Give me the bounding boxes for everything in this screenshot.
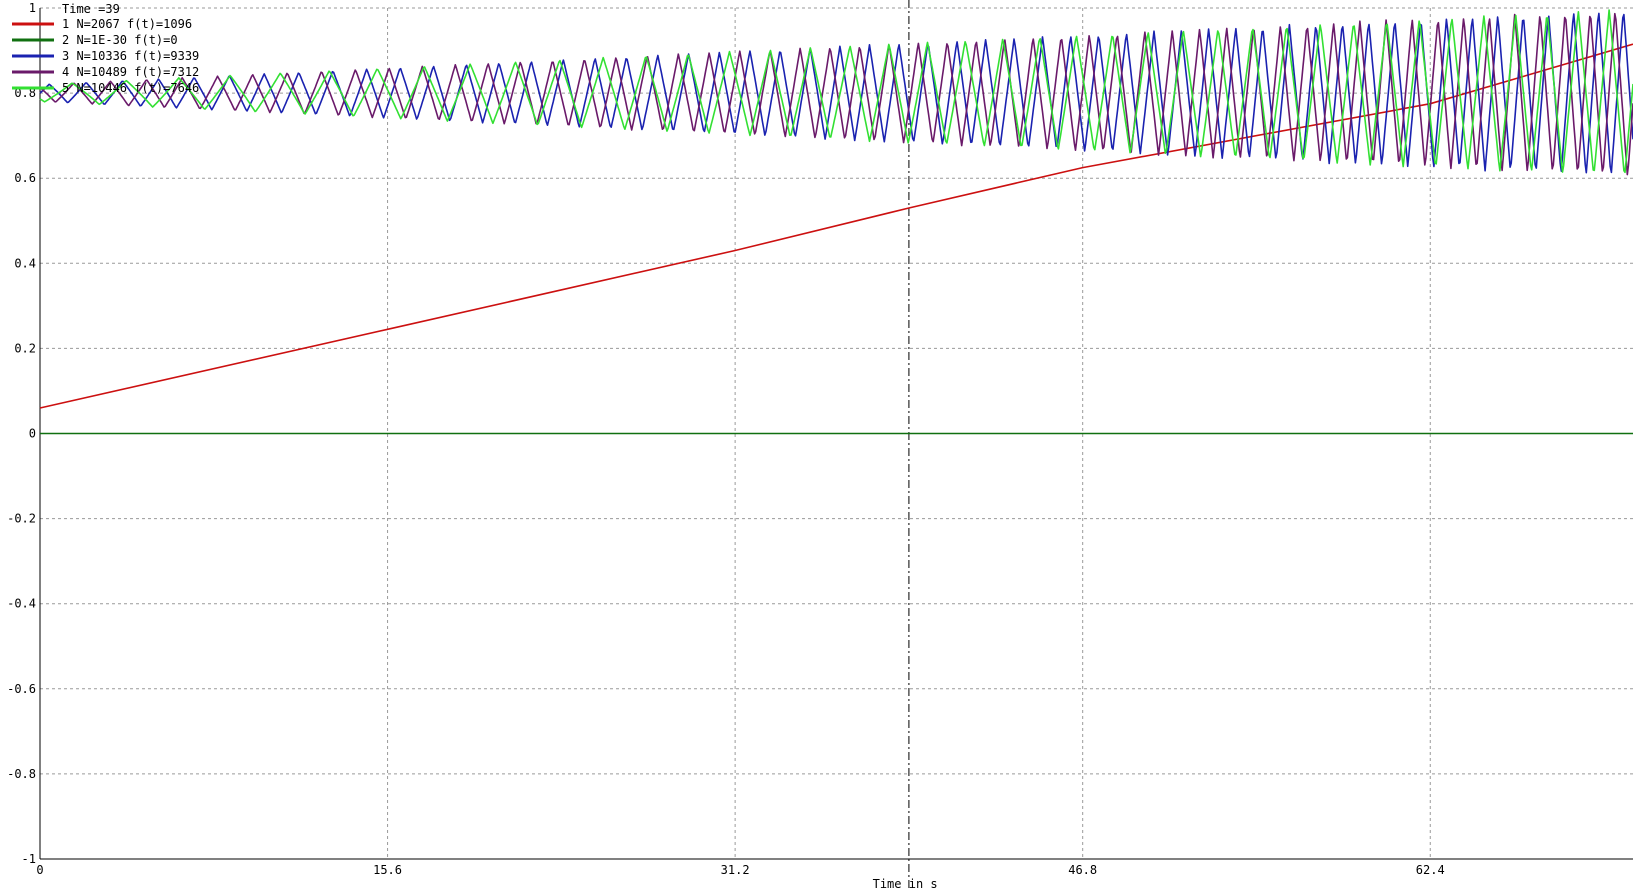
y-tick-label: 0.8 [14, 86, 36, 100]
legend-entry-5: 5 N=10446 f(t)=7646 [62, 81, 199, 95]
series-lines [39, 9, 1633, 435]
y-tick-label: 0.4 [14, 256, 36, 270]
legend-entry-2: 2 N=1E-30 f(t)=0 [62, 33, 178, 47]
tick-labels: 10.80.60.40.20-0.2-0.4-0.6-0.8-10 15.6 31.… [7, 1, 1445, 877]
cursor-time-label: Time =39 [62, 2, 120, 16]
y-tick-label: -0.8 [7, 767, 36, 781]
series-5-line [39, 9, 1633, 174]
legend: Time =39 1 N=2067 f(t)=1096 2 N=1E-30 f(t… [12, 2, 199, 95]
y-tick-label: -0.4 [7, 597, 36, 611]
y-tick-label: -0.2 [7, 512, 36, 526]
series-1-line [39, 43, 1633, 409]
legend-entry-1: 1 N=2067 f(t)=1096 [62, 17, 192, 31]
series-3-line [39, 12, 1633, 174]
x-tick-label: 0 [36, 863, 43, 877]
series-4-line [39, 12, 1633, 176]
x-tick-label: 46.8 [1068, 863, 1097, 877]
y-tick-label: 1 [29, 1, 36, 15]
y-tick-label: -1 [22, 852, 36, 866]
y-tick-label: 0.6 [14, 171, 36, 185]
x-axis-label: Time in s [873, 877, 938, 890]
grid [40, 7, 1633, 860]
x-tick-label: 31.2 [721, 863, 750, 877]
legend-entry-4: 4 N=10489 f(t)=7312 [62, 65, 199, 79]
x-tick-label: 62.4 [1416, 863, 1445, 877]
x-tick-label: 15.6 [373, 863, 402, 877]
y-tick-label: 0 [29, 427, 36, 441]
y-tick-label: 0.2 [14, 341, 36, 355]
legend-entry-3: 3 N=10336 f(t)=9339 [62, 49, 199, 63]
y-tick-label: -0.6 [7, 682, 36, 696]
